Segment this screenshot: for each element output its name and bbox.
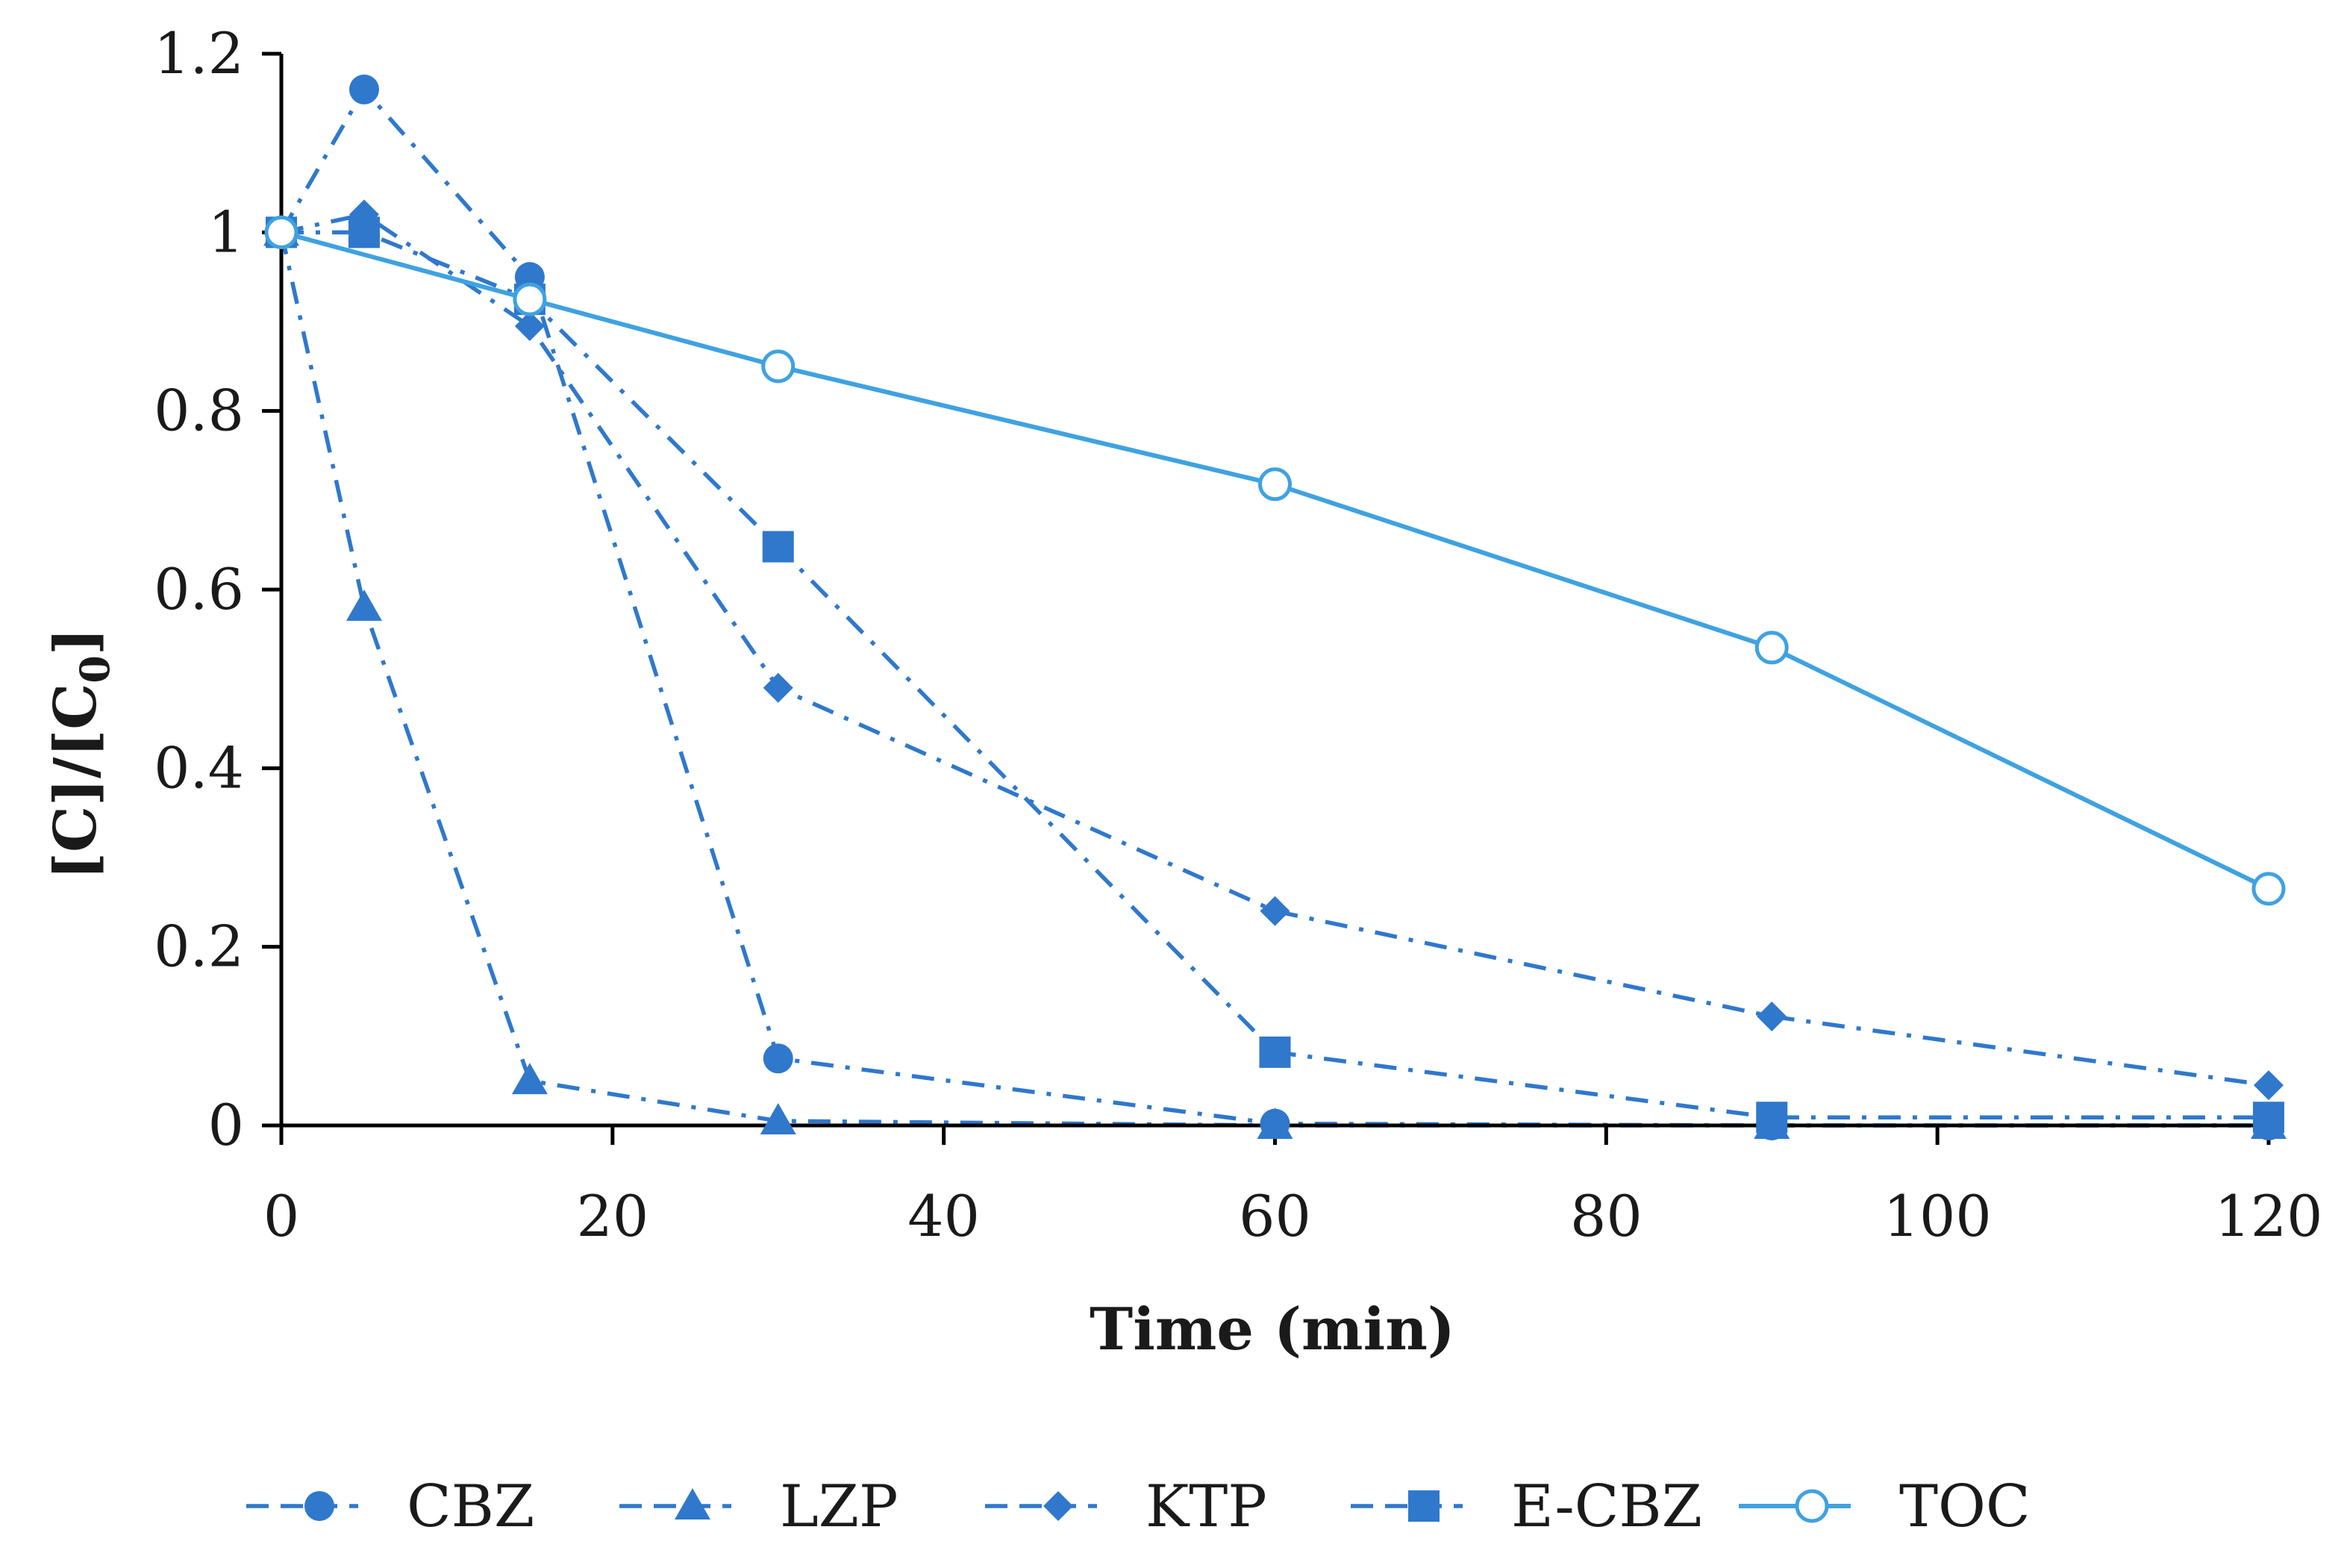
y-axis-title: [C]/[C0] — [42, 628, 119, 880]
data-point-toc — [761, 349, 796, 384]
data-point-toc — [513, 282, 547, 316]
series-line-lzp — [279, 231, 2269, 1128]
data-point-ktp — [763, 672, 793, 703]
legend-label: KTP — [1146, 1473, 1267, 1540]
data-point-ktp — [514, 310, 545, 341]
y-tick-label: 1 — [208, 199, 244, 265]
data-point-ktp — [1260, 896, 1290, 926]
x-tick-label: 120 — [2214, 1183, 2322, 1249]
data-point-toc — [2251, 872, 2286, 906]
series-markers — [263, 74, 2287, 1140]
x-tick-label: 80 — [1570, 1183, 1643, 1249]
x-axis-title: Time (min) — [1090, 1296, 1455, 1364]
y-tick-label: 0.2 — [154, 913, 244, 980]
data-point-ktp — [1757, 1002, 1787, 1032]
series-lines — [279, 87, 2270, 1128]
y-tick-label: 0.8 — [154, 378, 244, 444]
legend-swatch-marker — [1408, 1490, 1440, 1522]
legend-label: TOC — [1899, 1473, 2031, 1540]
x-tick-label: 60 — [1239, 1183, 1311, 1249]
data-point-e-cbz — [762, 531, 794, 563]
x-tick-label: 40 — [907, 1183, 980, 1249]
x-tick-label: 20 — [576, 1183, 648, 1249]
series-line-cbz — [279, 87, 2269, 1128]
legend-item-lzp: LZP — [619, 1473, 898, 1540]
legend-item-toc: TOC — [1739, 1473, 2031, 1540]
data-point-e-cbz — [348, 216, 380, 249]
data-point-lzp — [346, 589, 382, 621]
legend-label: E-CBZ — [1511, 1473, 1702, 1540]
data-point-lzp — [760, 1103, 796, 1135]
series-line-toc — [281, 230, 2270, 891]
data-point-toc — [264, 215, 299, 249]
series-line-ktp — [281, 212, 2269, 1087]
x-tick-label: 0 — [263, 1183, 299, 1249]
data-point-lzp — [1257, 1108, 1293, 1139]
legend-item-cbz: CBZ — [246, 1473, 534, 1540]
legend-swatch-marker — [1795, 1489, 1829, 1523]
data-point-e-cbz — [2253, 1102, 2284, 1134]
data-point-e-cbz — [1259, 1036, 1291, 1068]
legend-swatch-marker — [1043, 1491, 1073, 1521]
tick-labels: 0 0.2 0.4 0.6 0.8 1 1.2 0 20 40 60 80 100 120 — [154, 20, 2322, 1249]
y-tick-label: 1.2 — [154, 20, 244, 87]
legend: CBZ LZP KTP E-CBZ TOC — [246, 1473, 2031, 1540]
legend-item-e-cbz: E-CBZ — [1351, 1473, 1702, 1540]
data-point-toc — [1754, 631, 1789, 665]
legend-item-ktp: KTP — [985, 1473, 1267, 1540]
data-point-cbz — [349, 74, 379, 104]
y-tick-label: 0 — [208, 1092, 244, 1158]
y-tick-label: 0.6 — [154, 556, 244, 622]
data-point-toc — [1258, 467, 1292, 502]
x-tick-label: 100 — [1884, 1183, 1992, 1249]
legend-label: CBZ — [407, 1473, 534, 1540]
data-point-e-cbz — [1756, 1102, 1788, 1134]
series-line-e-cbz — [281, 230, 2269, 1119]
data-point-lzp — [511, 1063, 548, 1095]
data-point-cbz — [763, 1043, 793, 1074]
data-point-ktp — [2254, 1070, 2284, 1101]
legend-swatch-marker — [675, 1488, 710, 1519]
legend-label: LZP — [780, 1473, 898, 1540]
y-tick-label: 0.4 — [154, 734, 244, 801]
legend-swatch-marker — [304, 1491, 334, 1521]
axes — [262, 51, 2271, 1145]
